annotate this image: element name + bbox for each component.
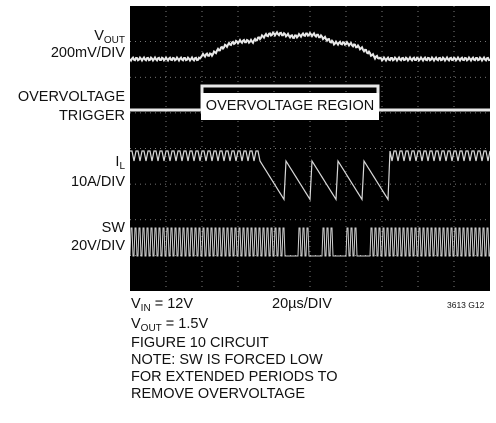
vout-cond-main: V: [131, 316, 141, 332]
sw-scale: 20V/DIV: [71, 238, 125, 254]
vin-main: V: [131, 296, 141, 312]
vout-scale: 200mV/DIV: [50, 45, 125, 61]
il-label-main: I: [115, 154, 120, 170]
il-label-sub: L: [119, 161, 125, 172]
il-trace: [130, 150, 491, 202]
figure-code: 3613 G12: [447, 300, 485, 310]
vout-label-main: V: [94, 28, 104, 44]
vin-sub: IN: [140, 303, 151, 314]
vout-cond-sub: OUT: [140, 323, 162, 334]
note-line-1: NOTE: SW IS FORCED LOW: [131, 352, 323, 368]
circuit-note: FIGURE 10 CIRCUIT: [131, 335, 269, 351]
note-line-2: FOR EXTENDED PERIODS TO: [131, 369, 338, 385]
trigger-label-line1: OVERVOLTAGE: [17, 89, 125, 105]
sw-label: SW: [101, 220, 125, 236]
il-scale: 10A/DIV: [71, 174, 125, 190]
trigger-trace: [130, 84, 490, 112]
timebase-label: 20µs/DIV: [272, 296, 332, 312]
vout-trace: [129, 30, 491, 63]
vin-condition: VIN = 12V: [131, 296, 193, 314]
vout-condition: VOUT = 1.5V: [131, 316, 209, 334]
scope-plot: [129, 6, 494, 291]
sw-trace: [129, 227, 494, 257]
il-label: IL: [115, 154, 125, 172]
vout-label: VOUT: [94, 28, 125, 46]
vin-value: = 12V: [150, 296, 193, 312]
vout-label-sub: OUT: [103, 35, 125, 46]
note-line-3: REMOVE OVERVOLTAGE: [131, 386, 306, 402]
vout-cond-value: = 1.5V: [161, 316, 209, 332]
overvoltage-region-label: OVERVOLTAGE REGION: [201, 93, 379, 120]
trigger-label-line2: TRIGGER: [58, 108, 125, 124]
scope-screen: [129, 6, 494, 291]
